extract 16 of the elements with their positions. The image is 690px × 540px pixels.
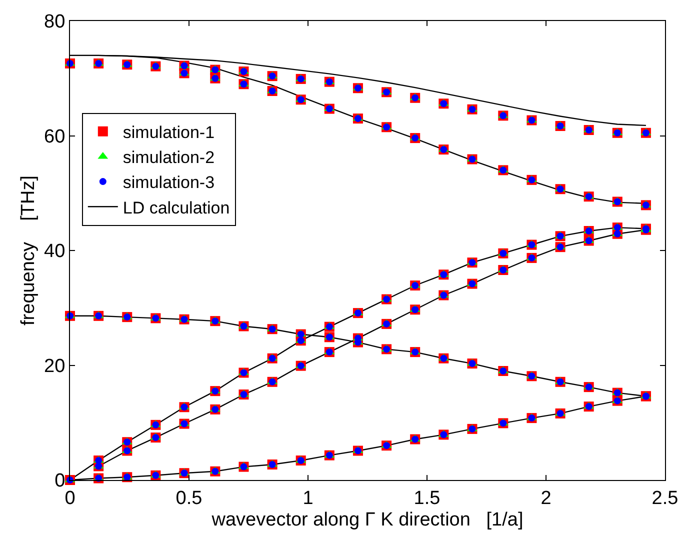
x-tick-label: 0.5 bbox=[176, 488, 202, 509]
legend-label: simulation-1 bbox=[122, 122, 215, 142]
x-tick-label: 1 bbox=[302, 488, 314, 509]
x-tick-label: 2.5 bbox=[652, 488, 678, 509]
y-axis-title: frequency [THz] bbox=[18, 176, 39, 326]
y-tick-label: 20 bbox=[44, 356, 66, 377]
x-axis-title: wavevector along Γ K direction [1/a] bbox=[210, 510, 524, 531]
y-tick-label: 80 bbox=[44, 12, 66, 33]
x-tick-label: 1.5 bbox=[414, 488, 440, 509]
y-tick-label: 60 bbox=[44, 126, 66, 148]
x-tick-label: 2 bbox=[540, 488, 552, 509]
legend-label: simulation-3 bbox=[122, 173, 215, 192]
y-tick-label: 0 bbox=[54, 470, 66, 492]
legend-label: simulation-2 bbox=[122, 148, 215, 168]
legend-label: LD calculation bbox=[122, 198, 230, 218]
y-tick-label: 40 bbox=[44, 241, 66, 262]
